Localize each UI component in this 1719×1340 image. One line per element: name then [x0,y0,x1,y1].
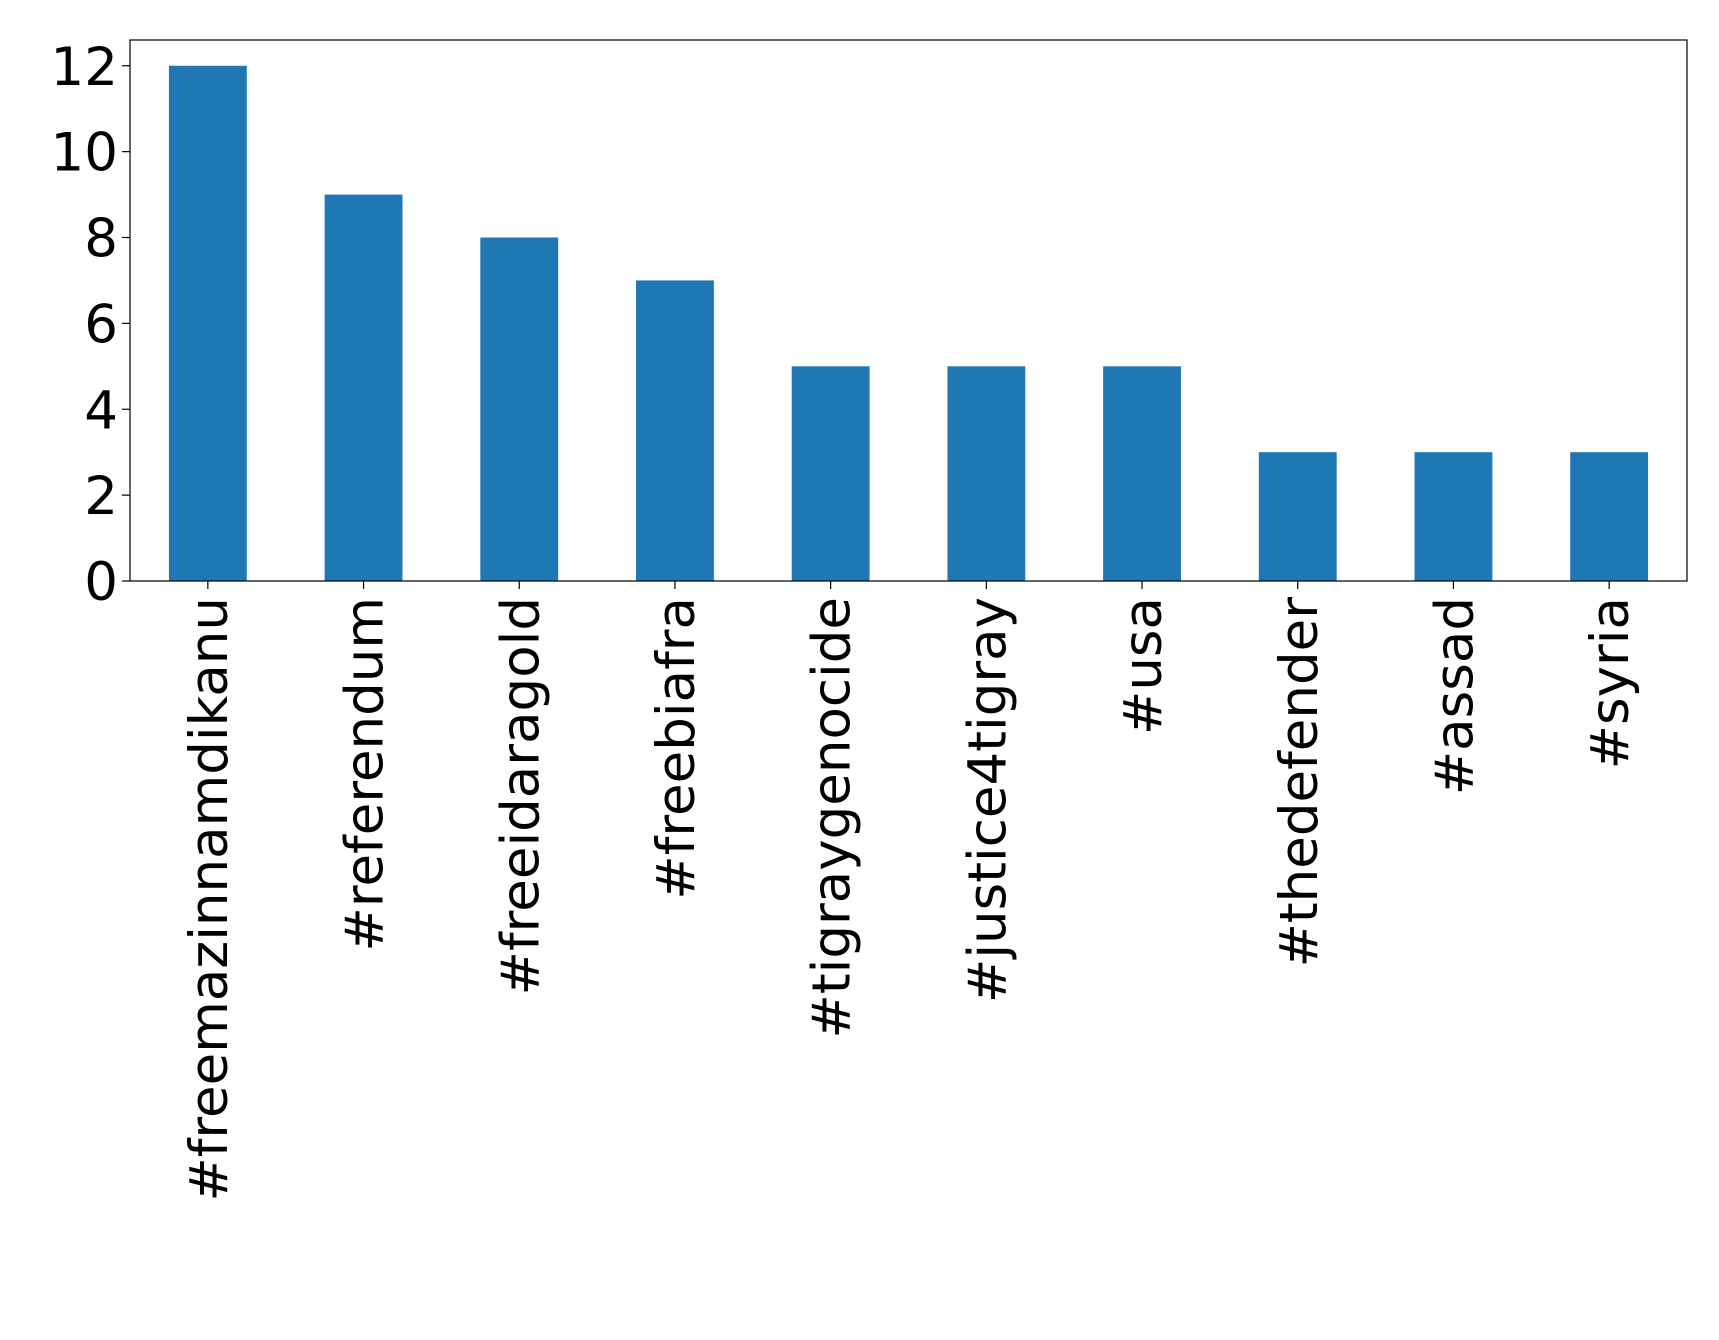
x-tick-label: #tigraygenocide [802,597,863,1039]
bar [1414,452,1493,581]
y-tick-label: 8 [84,209,118,270]
y-tick-label: 10 [51,123,118,184]
y-tick-label: 6 [84,294,118,355]
bar [1570,452,1649,581]
x-tick-label: #justice4tigray [957,597,1018,1003]
plot-frame [129,39,1688,582]
x-tick-label: #freemazinnamdikanu [179,597,240,1202]
y-tick-label: 4 [84,380,118,441]
y-tick-label: 12 [51,37,118,98]
bar [947,366,1026,581]
x-tick-label: #freeidaragold [490,597,551,995]
bar [791,366,870,581]
x-tick-label: #freebiafra [646,597,707,900]
bar [324,194,403,582]
y-tick-label: 2 [84,466,118,527]
y-tick-label: 0 [84,552,118,613]
x-tick-label: #usa [1113,597,1174,735]
x-tick-label: #syria [1580,597,1641,769]
x-tick-label: #assad [1424,597,1485,795]
bar [168,65,247,581]
bar [1258,452,1337,581]
x-tick-label: #thedefender [1269,597,1330,968]
bar [480,237,559,581]
bar [1103,366,1181,581]
x-tick-label: #referendum [335,597,396,952]
bar [636,280,714,581]
